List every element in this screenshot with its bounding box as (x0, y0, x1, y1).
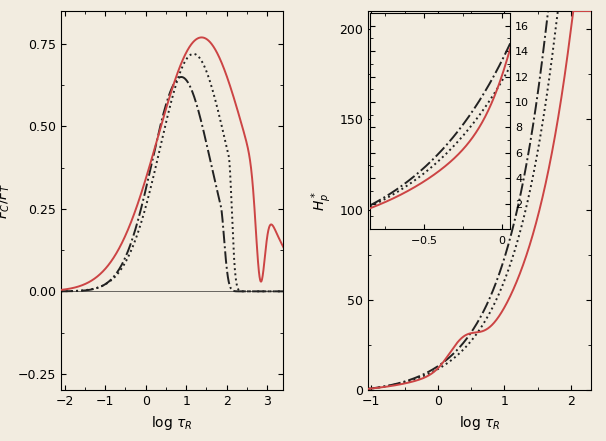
Y-axis label: $H_p^*$: $H_p^*$ (309, 191, 334, 210)
X-axis label: log $\tau_R$: log $\tau_R$ (459, 414, 501, 432)
X-axis label: log $\tau_R$: log $\tau_R$ (151, 414, 193, 432)
Y-axis label: $F_C/F_T$: $F_C/F_T$ (0, 183, 12, 219)
